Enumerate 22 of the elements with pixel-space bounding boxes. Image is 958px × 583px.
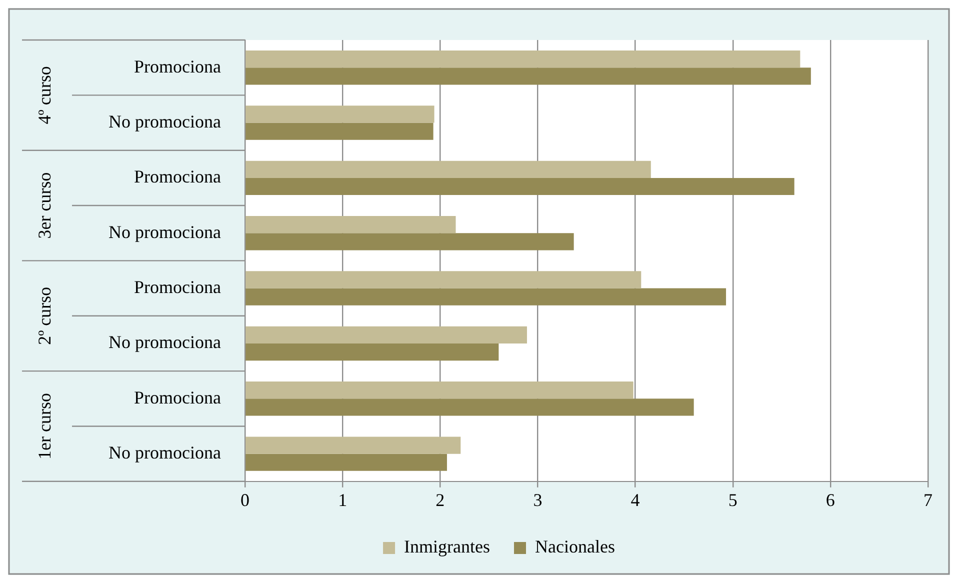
y-tick-label: Promociona — [134, 166, 221, 187]
text: 4º curso — [34, 66, 55, 124]
y-tick-label: No promociona — [108, 111, 221, 132]
x-tick-label: 4 — [630, 490, 640, 510]
x-tick-label: 1 — [338, 490, 348, 510]
x-tick-label: 7 — [924, 490, 932, 510]
legend-label: Inmigrantes — [404, 536, 490, 557]
x-tick-label: 3 — [533, 490, 542, 510]
y-tick-label: Promociona — [134, 56, 221, 76]
x-tick-label: 5 — [728, 490, 738, 510]
y-tick-label: No promociona — [108, 222, 221, 242]
legend-label: Nacionales — [535, 536, 615, 557]
x-tick-label: 6 — [826, 490, 835, 510]
x-tick-label: 0 — [240, 490, 250, 510]
y-tick-label: Promociona — [134, 387, 221, 408]
text: 3er curso — [34, 172, 55, 239]
x-tick-label: 2 — [436, 490, 445, 510]
y-tick-label: No promociona — [108, 442, 221, 463]
y-tick-label: Promociona — [134, 277, 221, 298]
text: 2º curso — [34, 286, 55, 345]
text: 1er curso — [34, 392, 55, 460]
y-tick-label: No promociona — [108, 332, 221, 352]
